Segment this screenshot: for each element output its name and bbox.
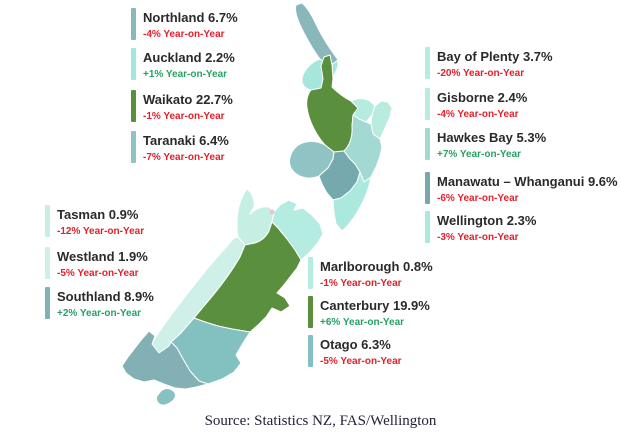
region-color-bar [308, 296, 313, 328]
region-color-bar [308, 257, 313, 289]
region-title: Taranaki 6.4% [143, 133, 229, 148]
region-title: Hawkes Bay 5.3% [437, 130, 547, 145]
region-color-bar [425, 47, 430, 79]
region-color-bar [425, 128, 430, 160]
region-label-northland: Northland 6.7% -4% Year-on-Year [131, 8, 238, 40]
region-label-gisborne: Gisborne 2.4% -4% Year-on-Year [425, 88, 527, 120]
map-region-taranaki [289, 140, 335, 179]
region-yoy: -1% Year-on-Year [320, 277, 402, 289]
region-label-otago: Otago 6.3% -5% Year-on-Year [308, 335, 402, 367]
region-label-hawkes-bay: Hawkes Bay 5.3% +7% Year-on-Year [425, 128, 546, 160]
region-yoy: -6% Year-on-Year [437, 192, 519, 204]
region-yoy: -7% Year-on-Year [143, 151, 225, 163]
region-label-marlborough: Marlborough 0.8% -1% Year-on-Year [308, 257, 433, 289]
region-title: Gisborne 2.4% [437, 90, 528, 105]
region-title: Wellington 2.3% [437, 213, 537, 228]
map-nelson-dot [269, 209, 275, 215]
source-note: Source: Statistics NZ, FAS/Wellington [204, 413, 437, 429]
region-color-bar [131, 8, 136, 40]
region-title: Waikato 22.7% [143, 92, 233, 107]
region-yoy: +7% Year-on-Year [437, 148, 522, 160]
region-title: Tasman 0.9% [57, 207, 139, 222]
map-region-manawatu-whanganui [318, 150, 361, 201]
region-title: Northland 6.7% [143, 10, 238, 25]
region-title: Southland 8.9% [57, 289, 154, 304]
map-region-wellington [332, 171, 372, 232]
region-color-bar [131, 90, 136, 122]
region-title: Manawatu – Whanganui 9.6% [437, 174, 618, 189]
region-title: Westland 1.9% [57, 249, 148, 264]
region-yoy: +6% Year-on-Year [320, 316, 405, 328]
region-label-bay-of-plenty: Bay of Plenty 3.7% -20% Year-on-Year [425, 47, 553, 79]
region-title: Marlborough 0.8% [320, 259, 433, 274]
region-title: Bay of Plenty 3.7% [437, 49, 553, 64]
region-yoy: -3% Year-on-Year [437, 231, 519, 243]
region-color-bar [425, 211, 430, 243]
region-label-manawatu-whanganui: Manawatu – Whanganui 9.6% -6% Year-on-Ye… [425, 172, 618, 204]
region-color-bar [45, 205, 50, 237]
region-title: Canterbury 19.9% [320, 298, 430, 313]
region-color-bar [308, 335, 313, 367]
map-region-gisborne [370, 100, 393, 140]
region-color-bar [425, 172, 430, 204]
region-label-canterbury: Canterbury 19.9% +6% Year-on-Year [308, 296, 430, 328]
map-stewart-island [156, 388, 176, 406]
region-title: Auckland 2.2% [143, 50, 235, 65]
region-yoy: -5% Year-on-Year [57, 267, 139, 279]
region-yoy: -1% Year-on-Year [143, 110, 225, 122]
region-yoy: +2% Year-on-Year [57, 307, 142, 319]
region-yoy: -12% Year-on-Year [57, 225, 145, 237]
map-region-southland [121, 330, 209, 390]
region-yoy: -20% Year-on-Year [437, 67, 525, 79]
region-color-bar [45, 247, 50, 279]
region-label-westland: Westland 1.9% -5% Year-on-Year [45, 247, 148, 279]
region-color-bar [131, 131, 136, 163]
region-color-bar [425, 88, 430, 120]
region-yoy: -4% Year-on-Year [143, 28, 225, 40]
map-region-canterbury [193, 221, 302, 333]
region-label-auckland: Auckland 2.2% +1% Year-on-Year [131, 48, 235, 80]
region-yoy: -5% Year-on-Year [320, 355, 402, 367]
region-label-southland: Southland 8.9% +2% Year-on-Year [45, 287, 154, 319]
region-label-tasman: Tasman 0.9% -12% Year-on-Year [45, 205, 144, 237]
region-title: Otago 6.3% [320, 337, 391, 352]
region-color-bar [131, 48, 136, 80]
region-color-bar [45, 287, 50, 319]
region-label-taranaki: Taranaki 6.4% -7% Year-on-Year [131, 131, 229, 163]
region-label-wellington: Wellington 2.3% -3% Year-on-Year [425, 211, 536, 243]
map-region-northland [295, 2, 339, 67]
region-yoy: -4% Year-on-Year [437, 108, 519, 120]
region-label-waikato: Waikato 22.7% -1% Year-on-Year [131, 90, 233, 122]
region-yoy: +1% Year-on-Year [143, 68, 228, 80]
